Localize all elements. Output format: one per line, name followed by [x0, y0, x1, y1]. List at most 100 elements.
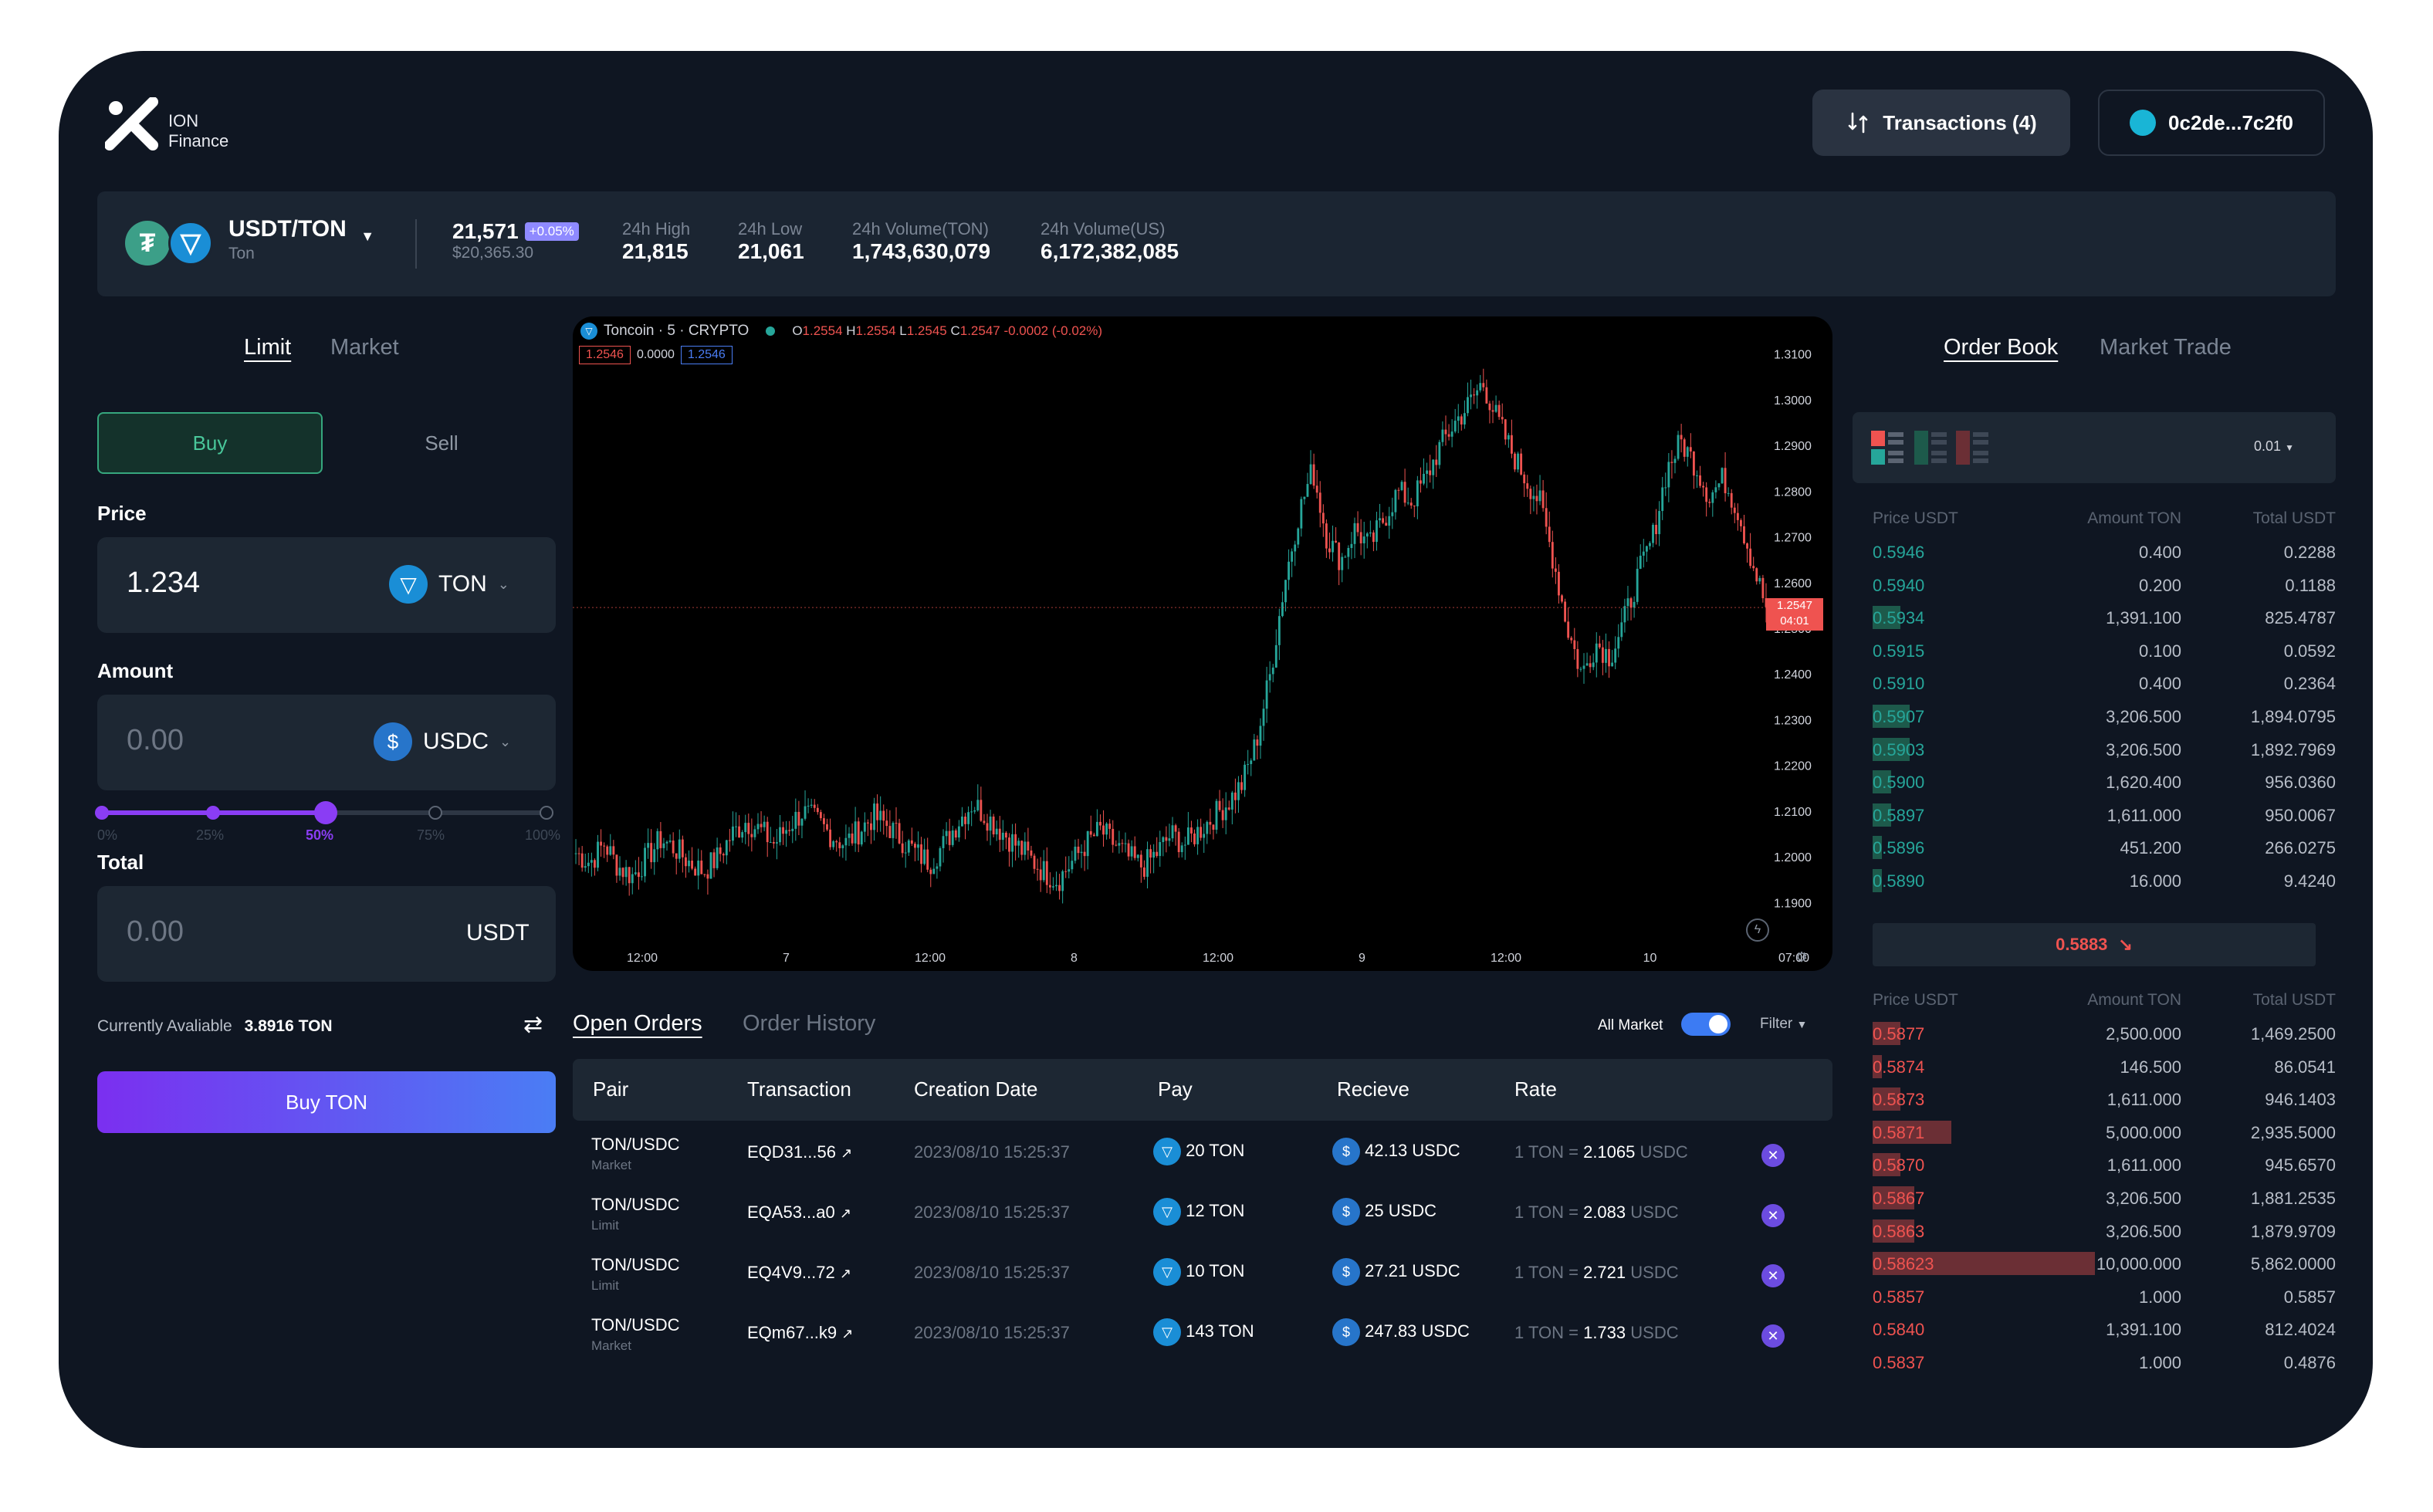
depth-bar	[1873, 1087, 1900, 1111]
candle-body	[957, 826, 960, 838]
table-row[interactable]: TON/USDC Market EQD31...56 ↗ 2023/08/10 15:…	[573, 1130, 1832, 1184]
lightning-icon[interactable]: ϟ	[1746, 918, 1769, 942]
candle-body	[1576, 648, 1579, 669]
tab-open-orders[interactable]: Open Orders	[573, 1011, 702, 1036]
orderbook-row[interactable]: 0.5897 1,611.000 950.0067	[1873, 800, 2336, 833]
price-field[interactable]: 1.234 ▽ TON ⌄	[97, 537, 556, 633]
candle-body	[1089, 830, 1092, 835]
tx-link[interactable]: EQ4V9...72 ↗	[747, 1263, 851, 1283]
precision-select[interactable]: 0.01 ▼	[2254, 438, 2294, 455]
pair-selector[interactable]: USDT/TON ▼ Ton	[228, 216, 374, 263]
orderbook-row[interactable]: 0.5867 3,206.500 1,881.2535	[1873, 1183, 2336, 1216]
swap-icon[interactable]: ⇄	[523, 1012, 543, 1037]
candle-body	[857, 821, 860, 845]
orderbook-row[interactable]: 0.5934 1,391.100 825.4787	[1873, 603, 2336, 635]
amount-field[interactable]: 0.00 $ USDC ⌄	[97, 695, 556, 790]
tab-order-book[interactable]: Order Book	[1944, 335, 2059, 360]
slider-thumb[interactable]	[314, 801, 337, 824]
wallet-button[interactable]: 0c2de...7c2f0	[2098, 90, 2325, 156]
price-input[interactable]: 1.234	[127, 567, 201, 599]
slider-mark-75[interactable]	[428, 806, 442, 820]
orderbook-row[interactable]: 0.5903 3,206.500 1,892.7969	[1873, 735, 2336, 767]
view-bids-icon[interactable]	[1914, 431, 1948, 465]
row-amount: 1,611.000	[2106, 1155, 2181, 1175]
candle-body	[1561, 595, 1563, 602]
tab-order-history[interactable]: Order History	[743, 1011, 876, 1036]
cancel-order-icon[interactable]: ✕	[1761, 1204, 1785, 1227]
total-input[interactable]: 0.00	[127, 915, 184, 948]
slider-label: 0%	[97, 827, 118, 843]
candle-body	[1467, 397, 1469, 414]
tab-market[interactable]: Market	[330, 335, 399, 360]
row-price: 0.5863	[1873, 1221, 1925, 1241]
table-row[interactable]: TON/USDC Limit EQ4V9...72 ↗ 2023/08/10 15:2…	[573, 1250, 1832, 1304]
candle-body	[1237, 782, 1240, 800]
cancel-order-icon[interactable]: ✕	[1761, 1324, 1785, 1348]
candle-body	[725, 840, 728, 856]
chevron-down-icon: ⌄	[497, 576, 509, 592]
tab-market-trade[interactable]: Market Trade	[2100, 335, 2232, 360]
filter-dropdown[interactable]: Filter ▼	[1760, 1016, 1807, 1033]
candle-body	[1001, 832, 1004, 841]
candle-body	[1083, 851, 1086, 857]
brand-line1: ION	[168, 111, 199, 130]
orderbook-row[interactable]: 0.5915 0.100 0.0592	[1873, 636, 2336, 668]
buy-side-button[interactable]: Buy	[97, 412, 323, 474]
orderbook-row[interactable]: 0.5890 16.000 9.4240	[1873, 866, 2336, 898]
orderbook-row[interactable]: 0.5873 1,611.000 946.1403	[1873, 1084, 2336, 1117]
orderbook-row[interactable]: 0.5900 1,620.400 956.0360	[1873, 767, 2336, 800]
view-both-icon[interactable]	[1871, 431, 1905, 465]
candle-body	[1121, 843, 1124, 844]
amount-input[interactable]: 0.00	[127, 724, 184, 756]
table-row[interactable]: TON/USDC Limit EQA53...a0 ↗ 2023/08/10 15:2…	[573, 1190, 1832, 1244]
candle-body	[1692, 451, 1695, 476]
orderbook-row[interactable]: 0.5870 1,611.000 945.6570	[1873, 1150, 2336, 1182]
ask-price[interactable]: 1.2546	[680, 346, 733, 364]
orderbook-row[interactable]: 0.5871 5,000.000 2,935.5000	[1873, 1118, 2336, 1150]
order-type: Limit	[591, 1278, 619, 1293]
usdc-icon: $	[374, 722, 412, 761]
orderbook-row[interactable]: 0.5837 1.000 0.4876	[1873, 1348, 2336, 1380]
candle-body	[1284, 580, 1287, 603]
tx-link[interactable]: EQm67...k9 ↗	[747, 1323, 853, 1343]
cancel-order-icon[interactable]: ✕	[1761, 1144, 1785, 1167]
orderbook-row[interactable]: 0.5877 2,500.000 1,469.2500	[1873, 1019, 2336, 1051]
orderbook-row[interactable]: 0.5910 0.400 0.2364	[1873, 668, 2336, 701]
orderbook-row[interactable]: 0.5896 451.200 266.0275	[1873, 833, 2336, 865]
cancel-order-icon[interactable]: ✕	[1761, 1264, 1785, 1287]
candlestick-plot: 1.3100 1.3000 1.2900 1.2800 1.2700 1.2600 1.25…	[573, 349, 1812, 965]
candle-body	[1105, 824, 1108, 835]
total-field[interactable]: 0.00 USDT	[97, 886, 556, 982]
orderbook-row[interactable]: 0.5863 3,206.500 1,879.9709	[1873, 1216, 2336, 1249]
settings-gear-icon[interactable]: ⚙	[1795, 949, 1809, 965]
table-row[interactable]: TON/USDC Market EQm67...k9 ↗ 2023/08/10 15:…	[573, 1311, 1832, 1365]
sell-side-button[interactable]: Sell	[425, 431, 459, 455]
candle-body	[967, 812, 970, 824]
price-chart[interactable]: ▽ Toncoin · 5 · CRYPTO O1.2554 H1.2554 L…	[573, 316, 1832, 971]
tx-link[interactable]: EQD31...56 ↗	[747, 1142, 852, 1162]
orderbook-row[interactable]: 0.5857 1.000 0.5857	[1873, 1282, 2336, 1314]
amount-token-select[interactable]: $ USDC ⌄	[374, 722, 511, 761]
slider-mark-0[interactable]	[95, 806, 109, 820]
buy-ton-button[interactable]: Buy TON	[97, 1071, 556, 1133]
tx-link[interactable]: EQA53...a0 ↗	[747, 1202, 851, 1223]
slider-mark-25[interactable]	[206, 806, 220, 820]
all-market-toggle[interactable]	[1681, 1013, 1731, 1036]
tab-limit[interactable]: Limit	[244, 335, 292, 360]
orderbook-row[interactable]: 0.5946 0.400 0.2288	[1873, 537, 2336, 570]
orderbook-row[interactable]: 0.5874 146.500 86.0541	[1873, 1052, 2336, 1084]
orderbook-row[interactable]: 0.58623 10,000.000 5,862.0000	[1873, 1249, 2336, 1281]
transactions-button[interactable]: Transactions (4)	[1812, 90, 2070, 156]
view-asks-icon[interactable]	[1956, 431, 1990, 465]
candle-body	[1714, 487, 1717, 492]
bid-price[interactable]: 1.2546	[579, 346, 631, 364]
orderbook-row[interactable]: 0.5907 3,206.500 1,894.0795	[1873, 702, 2336, 734]
candle-body	[1215, 800, 1218, 830]
price-token-select[interactable]: ▽ TON ⌄	[389, 565, 509, 604]
candle-body	[1453, 421, 1457, 432]
slider-mark-100[interactable]	[540, 806, 553, 820]
candle-body	[1457, 416, 1460, 421]
candle-body	[1061, 871, 1064, 891]
orderbook-row[interactable]: 0.5940 0.200 0.1188	[1873, 570, 2336, 603]
orderbook-row[interactable]: 0.5840 1,391.100 812.4024	[1873, 1314, 2336, 1347]
